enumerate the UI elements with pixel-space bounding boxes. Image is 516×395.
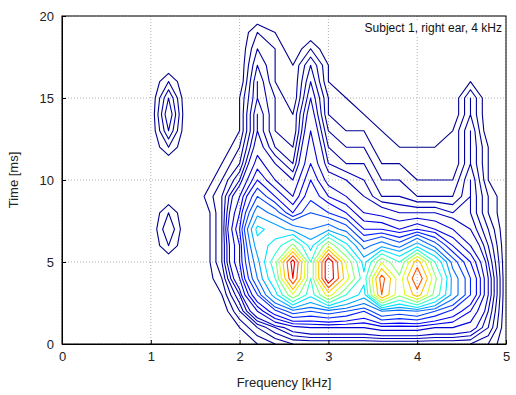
contour-line [226, 82, 491, 339]
tick-mark [240, 340, 241, 344]
plot-frame [62, 16, 506, 344]
tick: 3 [325, 340, 332, 364]
contour-line [283, 250, 427, 298]
x-axis: 0 1 2 3 4 5 [59, 340, 510, 364]
plot: 0 1 2 3 4 5 0 5 10 15 20 [40, 9, 511, 365]
tick: 0 [47, 337, 66, 352]
tick-mark [62, 98, 66, 99]
tick-label: 1 [148, 349, 155, 364]
tick: 10 [40, 173, 66, 188]
tick-mark [62, 180, 66, 181]
tick-mark [328, 340, 329, 344]
tick: 4 [414, 340, 421, 364]
tick-mark [151, 340, 152, 344]
tick: 1 [148, 340, 155, 364]
tick: 5 [47, 255, 66, 270]
contour-line [279, 246, 431, 301]
tick-label: 5 [503, 349, 510, 364]
contour-line [158, 32, 500, 344]
tick-label: 5 [47, 255, 54, 270]
contour-line [291, 258, 417, 283]
contour-line [154, 24, 503, 344]
tick-label: 0 [47, 337, 54, 352]
annotation-background [363, 20, 504, 36]
contour-line [251, 216, 451, 310]
tick-label: 3 [325, 349, 332, 364]
tick-mark [506, 340, 507, 344]
contour-line [228, 98, 488, 336]
tick-label: 20 [40, 9, 54, 24]
contour-line [236, 164, 481, 327]
tick: 15 [40, 91, 66, 106]
contour-line [276, 242, 436, 303]
x-axis-title: Frequency [kHz] [237, 375, 332, 390]
tick-mark [62, 262, 66, 263]
contour-line [242, 188, 471, 320]
y-axis-title: Time [ms] [6, 152, 21, 209]
contour-line [165, 65, 494, 341]
axis-line [63, 344, 507, 345]
contour-line [244, 196, 465, 316]
tick-label: 4 [414, 349, 421, 364]
contour-line [161, 49, 497, 344]
contour-line [287, 254, 422, 295]
y-axis: 0 5 10 15 20 [40, 9, 66, 352]
tick-label: 10 [40, 173, 54, 188]
tick-label: 15 [40, 91, 54, 106]
tick: 5 [503, 340, 510, 364]
tick: 2 [236, 340, 243, 364]
contour-line [232, 131, 485, 331]
annotation-text: Subject 1, right ear, 4 kHz [365, 21, 502, 35]
tick-label: 2 [236, 349, 243, 364]
tick: 20 [40, 9, 66, 24]
contour-line [271, 237, 442, 305]
tick-mark [417, 340, 418, 344]
tick-mark [62, 16, 66, 17]
contour-line [240, 180, 477, 324]
tick-label: 0 [59, 349, 66, 364]
contour-line [247, 206, 458, 311]
tick-mark [62, 344, 66, 345]
contours [154, 24, 503, 344]
annotation: Subject 1, right ear, 4 kHz [363, 20, 504, 36]
grid-line [150, 16, 151, 344]
contour-line [256, 226, 447, 308]
